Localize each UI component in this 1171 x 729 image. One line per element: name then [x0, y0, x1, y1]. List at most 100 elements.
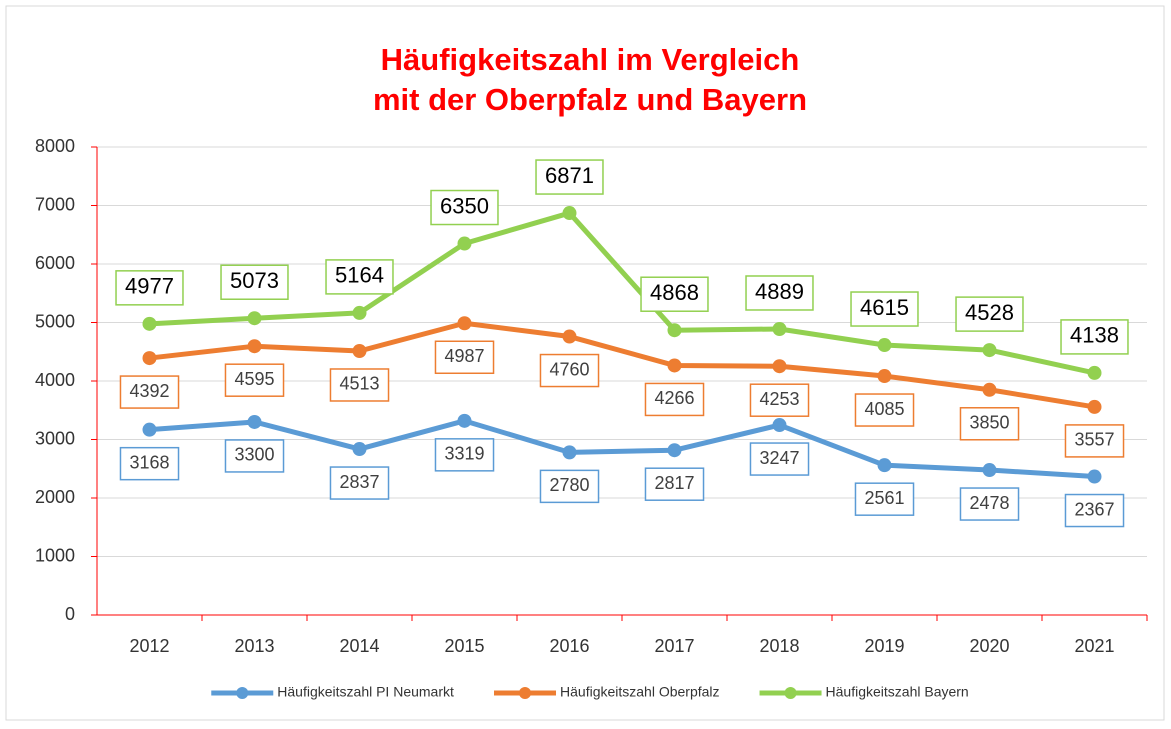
data-label-group: 4868	[640, 276, 709, 312]
data-point	[877, 338, 892, 353]
data-label-box	[434, 340, 495, 375]
data-label: 2817	[654, 473, 694, 493]
data-label-box	[854, 393, 915, 427]
data-point	[457, 236, 472, 251]
data-label: 3168	[129, 452, 169, 472]
legend-label: Häufigkeitszahl Oberpfalz	[560, 684, 720, 700]
data-label: 5164	[335, 263, 384, 288]
x-tick-label: 2018	[759, 636, 799, 656]
data-label: 4868	[650, 280, 699, 305]
data-point	[562, 329, 577, 344]
x-tick-label: 2021	[1074, 636, 1114, 656]
data-label-group: 4392	[119, 375, 180, 409]
y-tick-label: 8000	[35, 136, 75, 156]
x-tick-label: 2017	[654, 636, 694, 656]
data-label-box	[749, 442, 810, 476]
data-label-group: 4987	[434, 340, 495, 375]
data-label-group: 4889	[745, 275, 814, 311]
data-label-group: 5164	[325, 259, 394, 295]
data-label: 4392	[129, 381, 169, 401]
data-label-box	[430, 189, 499, 226]
data-label-box	[224, 439, 285, 473]
x-tick-label: 2019	[864, 636, 904, 656]
data-label: 4595	[234, 369, 274, 389]
data-point	[352, 305, 367, 320]
y-tick-label: 3000	[35, 428, 75, 448]
data-point	[877, 458, 892, 473]
data-point	[667, 323, 682, 338]
data-label: 4266	[654, 388, 694, 408]
data-label: 4528	[965, 300, 1014, 325]
data-label-box	[220, 264, 289, 300]
data-point	[667, 443, 682, 458]
data-point	[1087, 399, 1102, 414]
data-label-group: 4977	[115, 270, 184, 306]
data-label-group: 3247	[749, 442, 810, 476]
data-label-box	[1064, 493, 1125, 528]
y-tick-label: 1000	[35, 545, 75, 565]
legend-item: Häufigkeitszahl Bayern	[759, 684, 969, 700]
data-label: 4977	[125, 274, 174, 299]
x-tick-label: 2013	[234, 636, 274, 656]
legend-marker	[236, 687, 249, 699]
data-point	[247, 339, 262, 354]
legend-marker	[784, 687, 797, 699]
data-label-group: 4760	[539, 353, 600, 388]
data-label-group: 4085	[854, 393, 915, 427]
data-label: 2367	[1074, 499, 1114, 519]
data-point	[982, 382, 997, 397]
data-label-box	[640, 276, 709, 312]
legend-label: Häufigkeitszahl Bayern	[826, 684, 969, 700]
data-label-group: 3168	[119, 446, 180, 481]
data-point	[1087, 365, 1102, 380]
data-label-group: 3850	[959, 407, 1020, 441]
data-label-group: 6350	[430, 189, 499, 226]
data-label-box	[535, 159, 604, 195]
data-point	[772, 321, 787, 336]
data-label: 4987	[444, 346, 484, 366]
data-label-group: 2478	[959, 487, 1020, 521]
data-point	[772, 418, 787, 433]
data-label: 3300	[234, 445, 274, 465]
data-label-box	[224, 363, 285, 397]
data-label: 3850	[969, 413, 1009, 433]
data-point	[247, 414, 262, 429]
x-tick-label: 2014	[339, 636, 379, 656]
data-label-box	[644, 382, 705, 417]
data-point	[457, 316, 472, 331]
data-label: 4253	[759, 389, 799, 409]
data-label-group: 2561	[854, 482, 915, 516]
legend: Häufigkeitszahl PI Neumarkt Häufigkeitsza…	[211, 684, 969, 700]
data-label-box	[745, 275, 814, 311]
data-label: 4615	[860, 295, 909, 320]
data-point	[877, 369, 892, 384]
series-line	[149, 210, 1096, 376]
data-label-box	[955, 296, 1024, 332]
y-tick-label: 6000	[35, 253, 75, 273]
data-label-group: 4528	[955, 296, 1024, 332]
data-point	[352, 343, 367, 358]
data-label-group: 4615	[850, 291, 919, 327]
data-label-group: 2817	[644, 467, 705, 501]
data-label: 4513	[339, 374, 379, 394]
data-label-box	[959, 407, 1020, 441]
data-point	[142, 351, 157, 366]
legend-label: Häufigkeitszahl PI Neumarkt	[277, 684, 454, 700]
data-point	[142, 422, 157, 437]
chart-title: Häufigkeitszahl im Vergleich	[381, 42, 800, 77]
data-label-group: 4253	[749, 383, 810, 417]
y-tick-label: 7000	[35, 194, 75, 214]
legend-item: Häufigkeitszahl Oberpfalz	[494, 684, 720, 700]
x-tick-label: 2016	[549, 636, 589, 656]
data-label-group: 2837	[329, 466, 390, 500]
data-label-box	[119, 446, 180, 481]
data-label: 4760	[549, 359, 589, 379]
data-label: 2780	[549, 475, 589, 495]
y-tick-label: 0	[65, 604, 75, 624]
data-point	[562, 206, 577, 221]
x-tick-label: 2020	[969, 636, 1009, 656]
data-label-group: 3557	[1064, 424, 1125, 458]
data-label: 6350	[440, 193, 489, 218]
legend-marker	[519, 687, 532, 699]
